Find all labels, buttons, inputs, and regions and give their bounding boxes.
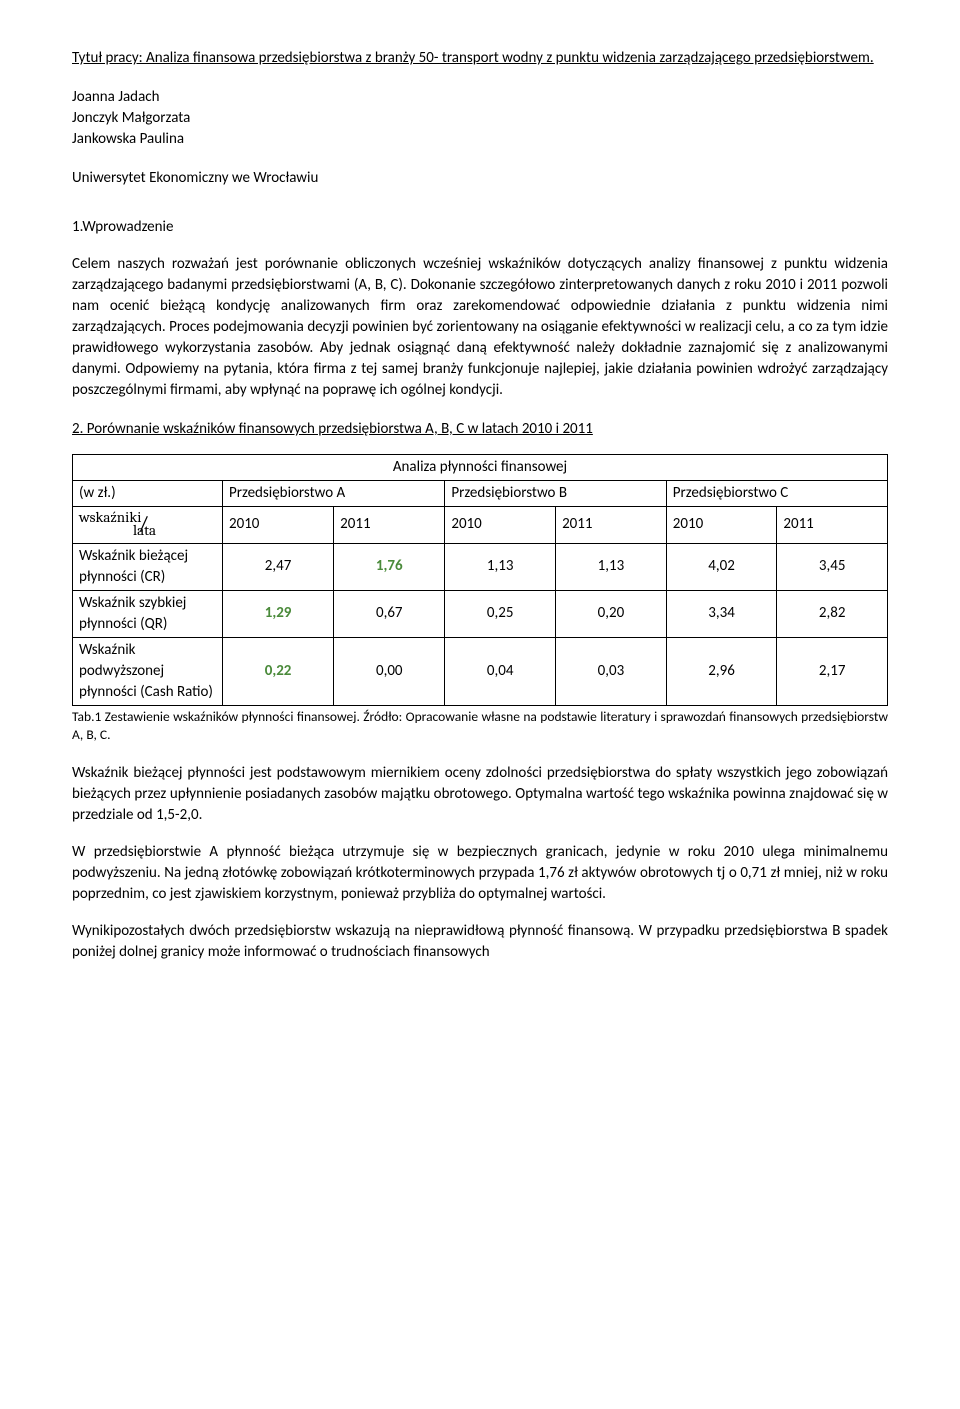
cell-value: 1,29 [223, 590, 334, 637]
year-header: 2011 [777, 507, 888, 544]
cell-value: 0,00 [334, 637, 445, 705]
cell-value: 1,13 [556, 543, 667, 590]
intro-heading: 1.Wprowadzenie [72, 217, 888, 238]
page-title: Tytuł pracy: Analiza finansowa przedsięb… [72, 48, 888, 69]
body-paragraph: W przedsiębiorstwie A płynność bieżąca u… [72, 842, 888, 905]
cell-value: 1,13 [445, 543, 556, 590]
intro-paragraph: Celem naszych rozważań jest porównanie o… [72, 254, 888, 401]
col-header-b: Przedsiębiorstwo B [445, 481, 666, 507]
liquidity-table: Analiza płynności finansowej (w zł.) Prz… [72, 454, 888, 706]
table-row: Wskaźnik bieżącej płynności (CR)2,471,76… [73, 543, 888, 590]
table-title: Analiza płynności finansowej [73, 455, 888, 481]
cell-value: 2,96 [666, 637, 777, 705]
year-header: 2010 [666, 507, 777, 544]
year-header: 2010 [223, 507, 334, 544]
year-header: 2010 [445, 507, 556, 544]
year-header: 2011 [334, 507, 445, 544]
cell-value: 2,17 [777, 637, 888, 705]
col-header-c: Przedsiębiorstwo C [666, 481, 887, 507]
cell-value: 0,20 [556, 590, 667, 637]
cell-value: 0,67 [334, 590, 445, 637]
table-caption: Tab.1 Zestawienie wskaźników płynności f… [72, 708, 888, 746]
row-label: Wskaźnik podwyższonej płynności (Cash Ra… [73, 637, 223, 705]
col-header-wzl: (w zł.) [73, 481, 223, 507]
body-paragraph: Wynikipozostałych dwóch przedsiębiorstw … [72, 921, 888, 963]
cell-value: 0,22 [223, 637, 334, 705]
cell-value: 3,45 [777, 543, 888, 590]
cell-value: 0,25 [445, 590, 556, 637]
row-label: Wskaźnik szybkiej płynności (QR) [73, 590, 223, 637]
author-name: Joanna Jadach [72, 87, 888, 108]
wsk-slash: ⁄ [137, 512, 149, 536]
cell-value: 0,04 [445, 637, 556, 705]
cell-value: 4,02 [666, 543, 777, 590]
cell-value: 2,82 [777, 590, 888, 637]
author-name: Jankowska Paulina [72, 129, 888, 150]
cell-value: 3,34 [666, 590, 777, 637]
table-row: Wskaźnik szybkiej płynności (QR)1,290,67… [73, 590, 888, 637]
col-header-a: Przedsiębiorstwo A [223, 481, 445, 507]
author-name: Jonczyk Małgorzata [72, 108, 888, 129]
cell-value: 0,03 [556, 637, 667, 705]
cell-value: 1,76 [334, 543, 445, 590]
body-paragraph: Wskaźnik bieżącej płynności jest podstaw… [72, 763, 888, 826]
year-header: 2011 [556, 507, 667, 544]
section2-heading: 2. Porównanie wskaźników finansowych prz… [72, 419, 888, 440]
wskazniki-lata-cell: wskaźniki ⁄ lata [73, 507, 223, 544]
authors-block: Joanna Jadach Jonczyk Małgorzata Jankows… [72, 87, 888, 150]
table-row: Wskaźnik podwyższonej płynności (Cash Ra… [73, 637, 888, 705]
cell-value: 2,47 [223, 543, 334, 590]
row-label: Wskaźnik bieżącej płynności (CR) [73, 543, 223, 590]
university-name: Uniwersytet Ekonomiczny we Wrocławiu [72, 168, 888, 189]
